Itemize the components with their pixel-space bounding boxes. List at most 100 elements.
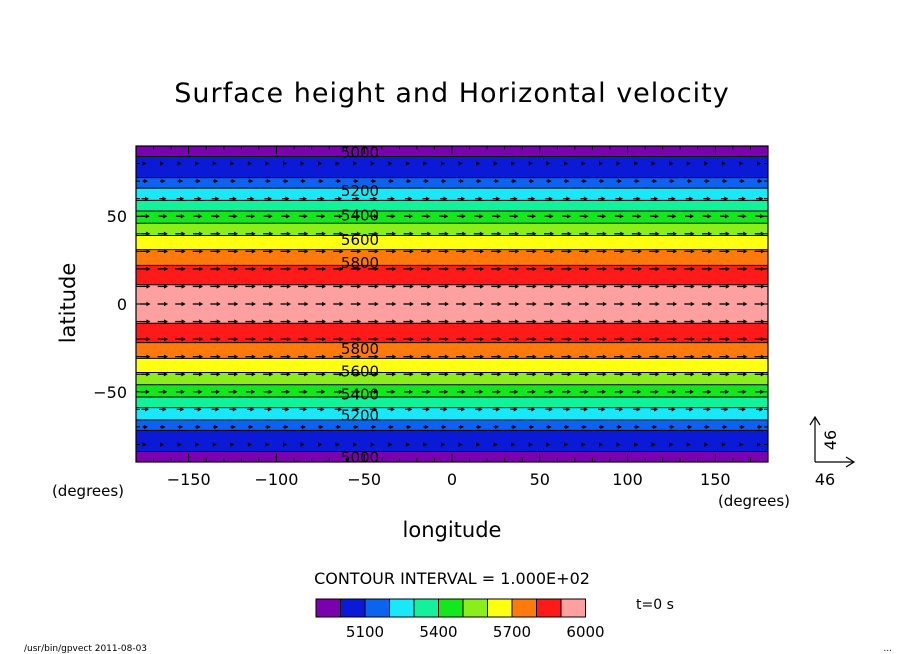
vector-head	[357, 336, 362, 342]
velocity-vector	[318, 161, 323, 166]
velocity-vector	[492, 196, 501, 201]
velocity-vector	[350, 372, 361, 377]
velocity-vector	[561, 319, 572, 324]
velocity-vector	[649, 301, 660, 307]
vector-head	[440, 161, 445, 166]
velocity-vector	[228, 214, 238, 219]
vector-head	[462, 301, 467, 307]
vector-head	[181, 284, 186, 289]
vector-head	[269, 372, 274, 377]
velocity-vector	[335, 424, 342, 430]
vector-head	[427, 354, 432, 359]
vector-head	[269, 231, 274, 236]
vector-head	[530, 178, 535, 184]
height-band	[136, 210, 768, 224]
vector-head	[567, 301, 572, 307]
vector-head	[164, 354, 169, 359]
vector-head	[374, 319, 379, 324]
velocity-vector	[686, 178, 693, 184]
height-band	[136, 323, 768, 343]
velocity-vector	[579, 231, 590, 236]
vector-head	[338, 407, 343, 412]
velocity-vector	[456, 301, 467, 307]
velocity-vector	[578, 354, 590, 359]
vector-head	[567, 231, 572, 236]
velocity-vector	[142, 442, 147, 447]
velocity-vector	[246, 196, 255, 201]
velocity-vector	[491, 284, 502, 289]
velocity-vector	[386, 372, 397, 377]
velocity-vector	[386, 389, 396, 394]
velocity-vector	[702, 231, 713, 236]
y-tick-label: −50	[93, 383, 127, 402]
velocity-vector	[631, 266, 643, 272]
velocity-vector	[704, 178, 710, 184]
velocity-vector	[300, 178, 306, 184]
velocity-vector	[369, 214, 378, 219]
velocity-vector	[581, 161, 586, 166]
velocity-vector	[544, 372, 555, 377]
vector-head	[234, 231, 239, 236]
velocity-vector	[227, 319, 239, 324]
velocity-vector	[669, 178, 675, 184]
velocity-vector	[456, 214, 466, 219]
vector-head	[425, 407, 430, 412]
velocity-vector	[508, 249, 520, 254]
velocity-vector	[280, 301, 291, 307]
velocity-vector	[754, 266, 765, 272]
vector-head	[304, 354, 309, 359]
velocity-vector	[456, 319, 467, 324]
velocity-vector	[754, 372, 765, 377]
vector-head	[286, 214, 291, 219]
vector-head	[234, 336, 239, 342]
vector-head	[355, 407, 360, 412]
vector-head	[637, 389, 642, 394]
vector-head	[672, 372, 677, 377]
vector-head	[546, 161, 551, 166]
vector-head	[476, 161, 481, 166]
vector-head	[708, 231, 713, 236]
velocity-vector	[438, 336, 449, 342]
velocity-vector	[227, 249, 239, 254]
vector-head	[567, 319, 572, 324]
velocity-vector	[263, 231, 274, 236]
velocity-vector	[230, 161, 235, 166]
vector-head	[321, 372, 326, 377]
vector-head	[669, 161, 674, 166]
velocity-vector	[385, 284, 397, 289]
vector-head	[181, 336, 186, 342]
colorbar-swatch	[364, 598, 390, 618]
velocity-vector	[702, 389, 712, 394]
velocity-vector	[720, 389, 730, 394]
vector-head	[146, 266, 151, 272]
velocity-vector	[175, 231, 186, 236]
vector-head	[585, 372, 590, 377]
velocity-vector	[438, 354, 449, 359]
vector-head	[249, 178, 254, 184]
vector-head	[374, 336, 379, 342]
velocity-vector	[527, 196, 536, 201]
velocity-vector	[264, 196, 272, 201]
vector-head	[216, 336, 221, 342]
velocity-vector	[210, 372, 221, 377]
vector-head	[461, 407, 466, 412]
vector-head	[163, 214, 168, 219]
vector-head	[601, 196, 606, 201]
vector-head	[423, 161, 428, 166]
vector-head	[637, 231, 642, 236]
vector-head	[407, 178, 412, 184]
velocity-vector	[210, 354, 221, 359]
vector-head	[513, 196, 518, 201]
velocity-vector	[210, 319, 221, 324]
vector-head	[725, 249, 730, 254]
velocity-vector	[543, 284, 555, 289]
velocity-vector	[140, 354, 151, 359]
vector-head	[357, 249, 362, 254]
velocity-vector	[701, 266, 713, 272]
vector-head	[601, 407, 606, 412]
velocity-vector	[667, 389, 677, 394]
velocity-vector	[403, 301, 414, 307]
vector-head	[374, 266, 379, 272]
vector-head	[215, 214, 220, 219]
velocity-vector	[350, 354, 362, 359]
